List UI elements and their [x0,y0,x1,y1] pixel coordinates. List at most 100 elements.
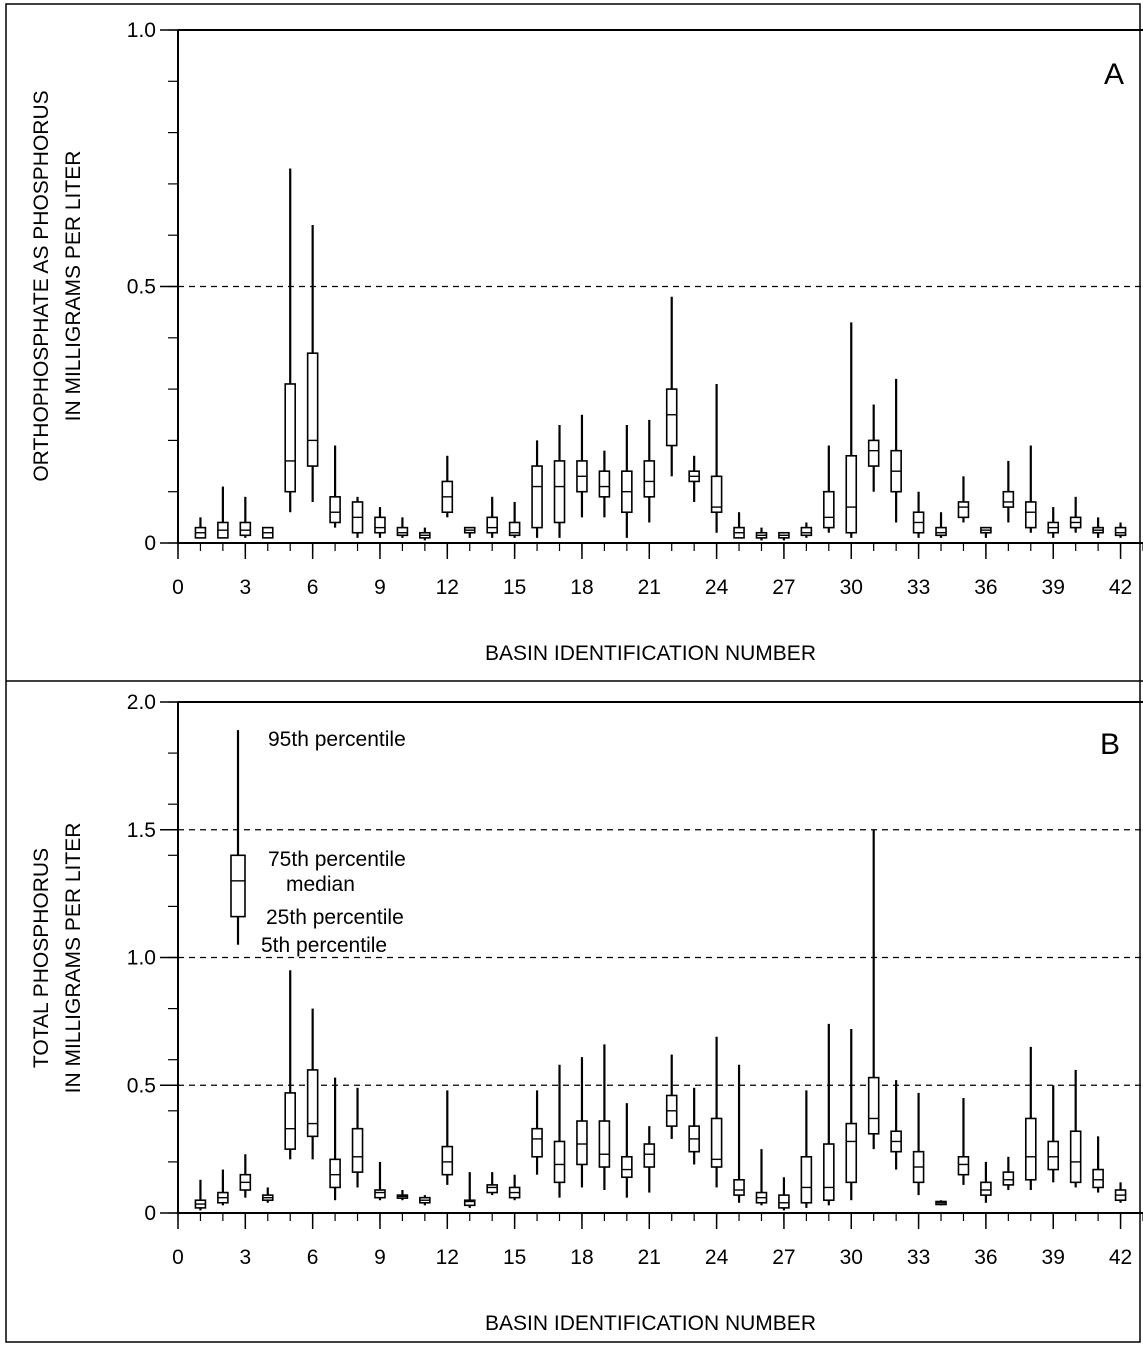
x-tick-label: 21 [638,1246,661,1269]
box-basin-34 [935,1200,947,1206]
box-basin-34 [935,512,947,538]
box-basin-31 [867,404,880,492]
box-basin-11 [419,527,431,541]
box-basin-42 [1114,522,1127,538]
box-basin-23 [688,1087,700,1165]
x-tick-label: 6 [307,1246,319,1269]
box-basin-20 [621,425,633,538]
x-tick-label: 12 [436,1246,459,1269]
box-iqr [1024,1117,1037,1181]
box-iqr [598,470,611,498]
legend-box [230,730,246,945]
x-tick-label: 3 [239,576,251,599]
x-tick-label: 12 [436,576,459,599]
box-basin-27 [778,531,790,541]
x-tick-label: 21 [638,576,661,599]
box-basin-6 [306,1008,319,1160]
box-basin-1 [194,517,207,539]
box-basin-17 [553,1064,566,1198]
box-basin-27 [778,1177,790,1211]
box-iqr [351,1127,364,1173]
box-iqr [329,1158,341,1189]
legend-label-p75: 75th percentile [268,848,406,871]
x-axis-title: BASIN IDENTIFICATION NUMBER [485,1312,816,1335]
box-basin-25 [733,512,745,539]
box-iqr [710,475,723,514]
x-tick-label: 15 [503,576,526,599]
box-basin-30 [845,322,858,538]
box-iqr [396,526,409,537]
x-tick-label: 9 [374,1246,386,1269]
box-iqr [1024,501,1037,529]
box-basin-24 [710,383,723,533]
box-iqr [845,1122,858,1184]
box-basin-4 [261,526,274,539]
y-axis-title: ORTHOPHOSPHATE AS PHOSPHORUS [30,90,53,481]
box-basin-21 [643,419,656,523]
x-tick-label: 33 [907,1246,930,1269]
x-axis-title: BASIN IDENTIFICATION NUMBER [485,642,816,665]
box-iqr [1092,1168,1104,1189]
legend-label-median: median [286,873,355,896]
box-iqr [957,1155,970,1176]
panel-label: B [1100,728,1120,761]
box-basin-39 [1047,507,1060,538]
box-basin-30 [845,1029,858,1201]
box-iqr [935,526,947,537]
box-basin-33 [912,491,925,538]
box-iqr [1114,526,1127,537]
box-iqr [306,1069,319,1138]
box-basin-23 [688,455,700,502]
box-basin-12 [441,1090,454,1185]
box-basin-18 [576,414,588,518]
box-basin-9 [374,507,386,538]
box-basin-14 [486,1172,498,1196]
panel-label: A [1104,58,1124,91]
box-iqr [957,501,970,519]
legend-label-p5: 5th percentile [261,934,387,957]
box-basin-16 [531,1090,543,1175]
box-iqr [823,1143,835,1202]
y-tick-label: 1.5 [127,819,156,842]
x-tick-label: 39 [1042,1246,1065,1269]
box-iqr [531,465,543,529]
box-iqr [643,460,656,498]
box-basin-22 [665,296,678,477]
legend-label-p25: 25th percentile [266,906,404,929]
box-iqr [284,1092,297,1150]
box-basin-31 [867,829,880,1150]
box-iqr [576,1120,588,1166]
box-basin-29 [823,445,835,533]
box-iqr [643,1143,656,1168]
box-iqr [553,460,566,524]
box-basin-13 [463,526,476,538]
box-iqr [778,1194,790,1209]
panel-b: 00.51.01.52.00 3 6 9 12 15 18 21 24 27 30 33 36 39 42B… [30,691,1143,1335]
box-basin-41 [1092,1136,1104,1193]
x-tick-label: 0 [172,576,184,599]
x-tick-label: 42 [1109,576,1132,599]
box-iqr [845,454,858,534]
box-iqr [531,1127,543,1158]
box-basin-37 [1002,460,1015,523]
box-basin-14 [486,496,498,538]
x-tick-label: 36 [974,1246,997,1269]
box-basin-19 [598,1044,611,1191]
box-basin-9 [374,1161,386,1201]
box-iqr [374,516,386,534]
box-basin-2 [217,486,229,539]
box-basin-28 [800,1090,813,1208]
x-tick-label: 24 [705,1246,729,1269]
box-iqr [665,388,678,447]
box-basin-26 [755,1149,768,1206]
box-basin-35 [957,476,970,523]
box-iqr [508,521,521,537]
box-basin-24 [710,1036,723,1188]
x-tick-label: 15 [503,1246,526,1269]
box-basin-15 [508,1174,521,1201]
box-basin-18 [576,1057,588,1188]
box-basin-11 [419,1195,431,1206]
x-tick-label: 27 [772,1246,795,1269]
x-tick-label: 18 [570,576,593,599]
